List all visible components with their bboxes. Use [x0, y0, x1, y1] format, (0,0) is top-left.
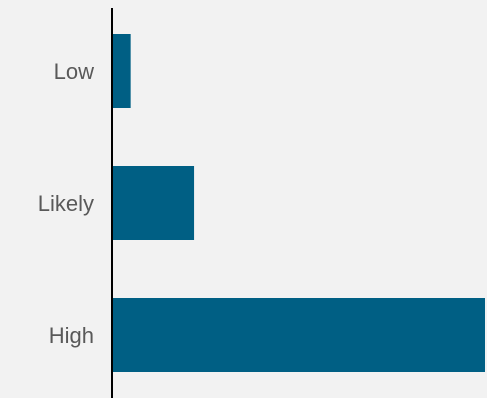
bar-low [112, 34, 131, 108]
bar-likely [112, 166, 195, 240]
category-labels: Low Likely High [38, 59, 94, 348]
bar-high [112, 298, 485, 372]
category-label-likely: Likely [38, 191, 94, 216]
category-label-high: High [49, 323, 94, 348]
category-label-low: Low [54, 59, 94, 84]
bars-group [112, 34, 485, 372]
